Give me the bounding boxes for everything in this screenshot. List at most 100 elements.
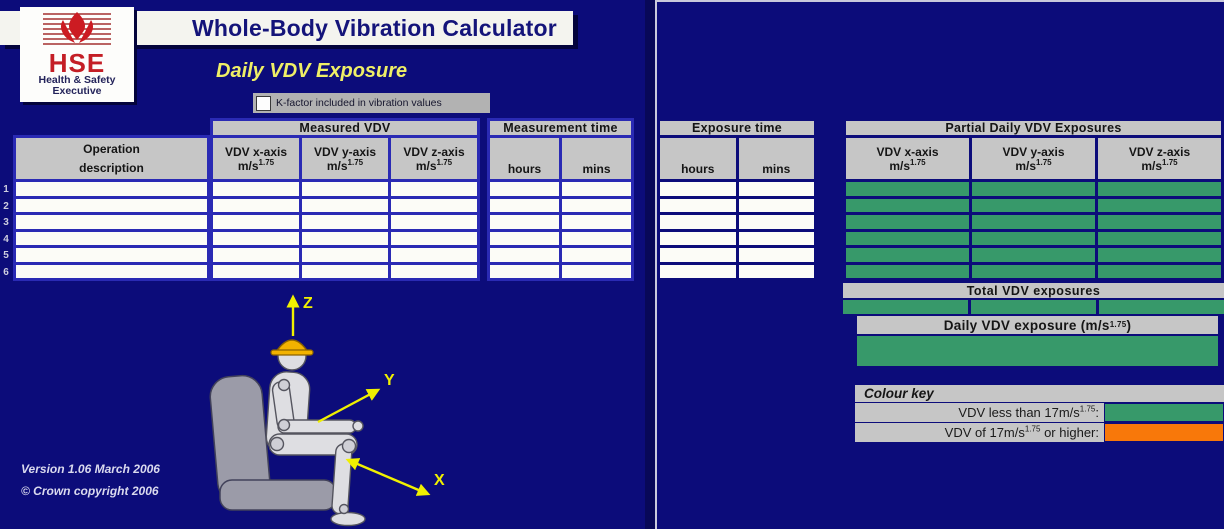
exposure-mins-cell[interactable] (738, 215, 814, 229)
exposure-mins-cell[interactable] (738, 248, 814, 262)
measurement-mins-cell[interactable] (562, 264, 631, 278)
hse-org-line1: Health & Safety (38, 74, 116, 86)
measured-vdv-z-cell[interactable] (391, 231, 477, 245)
version-text: Version 1.06 March 2006 (21, 462, 160, 476)
total-vdv-exposures-row (843, 300, 1224, 314)
measurement-hours-cell[interactable] (490, 198, 559, 212)
measured-vdv-z-cell[interactable] (391, 182, 477, 196)
measurement-hours-cell[interactable] (490, 264, 559, 278)
measurement-mins-cell[interactable] (562, 231, 631, 245)
measurement-hours-cell[interactable] (490, 248, 559, 262)
colour-key-orange-swatch (1104, 423, 1224, 442)
measured-vdv-z-cell[interactable] (391, 198, 477, 212)
exposure-hours-cell[interactable] (660, 182, 736, 196)
partial-vdv-y-cell (972, 198, 1095, 212)
operation-description-cell[interactable] (16, 231, 207, 245)
exposure-mins-cell[interactable] (738, 264, 814, 278)
colour-key-high-label: VDV of 17m/s1.75 or higher: (855, 423, 1104, 442)
col-header-exposure-mins: mins (738, 138, 814, 179)
sheet-subtitle: Daily VDV Exposure (216, 60, 408, 82)
partial-vdv-y-cell (972, 248, 1095, 262)
measurement-hours-cell[interactable] (490, 231, 559, 245)
measured-vdv-x-cell[interactable] (213, 182, 299, 196)
exposure-mins-cell[interactable] (738, 231, 814, 245)
row-number: 5 (3, 250, 9, 261)
kfactor-option-bar: K-factor included in vibration values (253, 93, 490, 113)
partial-vdv-x-cell (846, 215, 969, 229)
operation-description-cell[interactable] (16, 264, 207, 278)
copyright-text: © Crown copyright 2006 (21, 484, 159, 498)
total-vdv-exposures-header: Total VDV exposures (843, 283, 1224, 298)
measured-vdv-x-cell[interactable] (213, 248, 299, 262)
exposure-mins-cell[interactable] (738, 198, 814, 212)
col-header-partial-x-axis: VDV x-axis m/s1.75 (846, 138, 969, 179)
measurement-hours-cell[interactable] (490, 215, 559, 229)
partial-vdv-y-cell (972, 215, 1095, 229)
colour-key-title: Colour key (855, 385, 1224, 402)
partial-vdv-z-cell (1098, 198, 1221, 212)
partial-vdv-x-cell (846, 248, 969, 262)
partial-vdv-z-cell (1098, 231, 1221, 245)
colour-key-low-label: VDV less than 17m/s1.75: (855, 403, 1104, 422)
axis-z-label: Z (303, 295, 313, 312)
seated-figure-illustration: Z Y X (172, 284, 472, 529)
row-number: 2 (3, 200, 9, 212)
partial-vdv-y-cell (972, 182, 1095, 196)
measured-vdv-y-cell[interactable] (302, 264, 388, 278)
colour-key-row-low: VDV less than 17m/s1.75: (855, 403, 1224, 422)
row-number: 3 (3, 217, 9, 228)
operation-description-cell[interactable] (16, 248, 207, 262)
hse-acronym: HSE (48, 48, 106, 78)
measured-vdv-z-cell[interactable] (391, 248, 477, 262)
measured-vdv-x-cell[interactable] (213, 215, 299, 229)
row-number: 6 (3, 266, 9, 278)
measured-vdv-y-cell[interactable] (302, 231, 388, 245)
measured-vdv-x-cell[interactable] (213, 198, 299, 212)
measurement-mins-cell[interactable] (562, 198, 631, 212)
group-header-measurement-time: Measurement time (490, 121, 631, 135)
measured-vdv-y-cell[interactable] (302, 215, 388, 229)
measured-vdv-y-cell[interactable] (302, 182, 388, 196)
exposure-hours-cell[interactable] (660, 248, 736, 262)
kfactor-checkbox[interactable] (256, 95, 271, 111)
measured-vdv-y-cell[interactable] (302, 198, 388, 212)
col-header-partial-z-axis: VDV z-axis m/s1.75 (1098, 138, 1221, 179)
operation-description-cell[interactable] (16, 198, 207, 212)
operation-description-cell[interactable] (16, 182, 207, 196)
row-number-gutter: 1 2 3 4 5 6 (1, 182, 11, 281)
pane-divider (645, 0, 656, 529)
chair-graphic (209, 374, 337, 511)
measurement-hours-cell[interactable] (490, 182, 559, 196)
row-number: 4 (3, 233, 9, 245)
exposure-mins-cell[interactable] (738, 182, 814, 196)
measured-vdv-y-cell[interactable] (302, 248, 388, 262)
partial-vdv-x-cell (846, 231, 969, 245)
measurement-mins-cell[interactable] (562, 248, 631, 262)
measurement-mins-cell[interactable] (562, 182, 631, 196)
hse-emblem-icon (43, 12, 111, 45)
exposure-hours-cell[interactable] (660, 231, 736, 245)
measured-vdv-table: Measured VDV VDV x-axis m/s1.75 VDV y-ax… (210, 118, 480, 281)
total-vdv-z-cell (1099, 300, 1224, 314)
kfactor-label: K-factor included in vibration values (276, 97, 442, 109)
measured-vdv-x-cell[interactable] (213, 264, 299, 278)
partial-vdv-z-cell (1098, 215, 1221, 229)
col-header-hours: hours (490, 138, 559, 179)
exposure-hours-cell[interactable] (660, 264, 736, 278)
measured-vdv-x-cell[interactable] (213, 231, 299, 245)
group-header-exposure-time: Exposure time (660, 121, 814, 135)
measurement-time-table: Measurement time hours mins (487, 118, 634, 281)
exposure-hours-cell[interactable] (660, 198, 736, 212)
partial-vdv-z-cell (1098, 182, 1221, 196)
measurement-mins-cell[interactable] (562, 215, 631, 229)
measured-vdv-z-cell[interactable] (391, 215, 477, 229)
exposure-hours-cell[interactable] (660, 215, 736, 229)
hse-logo: HSE Health & Safety Executive (20, 7, 134, 102)
operation-description-cell[interactable] (16, 215, 207, 229)
axis-x-label: X (434, 472, 445, 489)
col-header-partial-y-axis: VDV y-axis m/s1.75 (972, 138, 1095, 179)
page-title: Whole-Body Vibration Calculator (192, 15, 557, 41)
measured-vdv-z-cell[interactable] (391, 264, 477, 278)
partial-vdv-y-cell (972, 264, 1095, 278)
